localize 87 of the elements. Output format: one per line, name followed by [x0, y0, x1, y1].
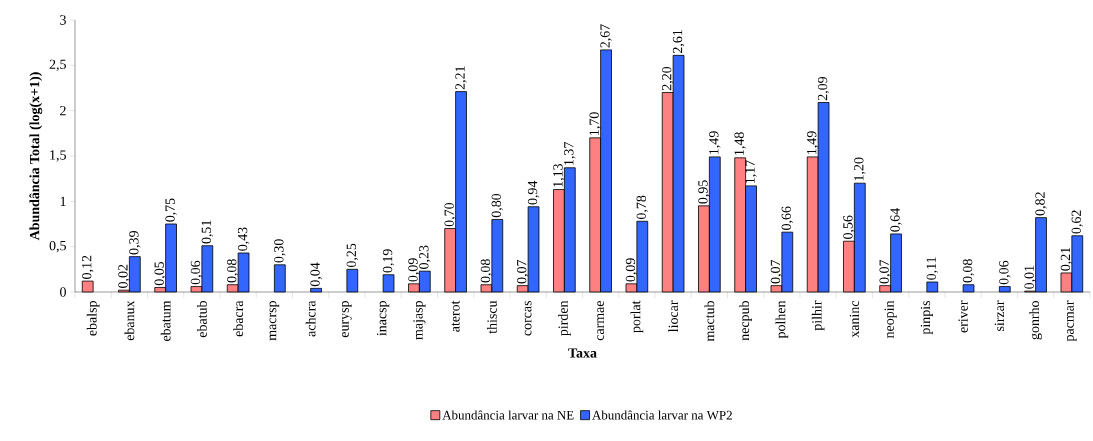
- data-label: 0,02: [118, 264, 130, 288]
- data-label: 0,08: [962, 259, 975, 283]
- data-label: 0,09: [408, 258, 420, 282]
- y-tick-label: 1: [60, 196, 66, 206]
- x-tick-label: inacsp: [377, 301, 390, 336]
- data-label: 0,94: [527, 180, 540, 205]
- x-tick-label: sirzar: [994, 300, 1005, 331]
- x-tick-label: ebalsp: [86, 301, 100, 336]
- x-tick-label: pirden: [558, 300, 571, 336]
- x-tick-label: thiscu: [486, 300, 497, 334]
- data-label: 0,07: [516, 259, 529, 284]
- x-tick-label: ebacra: [233, 300, 244, 337]
- x-tick-label: eurysp: [342, 301, 352, 338]
- data-label: 0,95: [698, 180, 710, 204]
- data-label: 0,05: [154, 261, 166, 286]
- legend-label: Abundância larvar na WP2: [592, 410, 732, 420]
- data-label: 1,37: [564, 142, 576, 165]
- y-tick-label: 1,5: [50, 150, 66, 162]
- x-tick-label: majasp: [413, 301, 426, 340]
- data-label: 0,39: [129, 231, 141, 255]
- data-label: 0,07: [770, 259, 783, 284]
- data-label: 0,66: [781, 206, 793, 230]
- data-label: 2,67: [600, 24, 612, 48]
- x-tick-label: pacmar: [1067, 300, 1077, 342]
- data-label: 1,20: [854, 157, 866, 181]
- data-label: 0,82: [1035, 192, 1047, 216]
- x-tick-label: pilhir: [811, 300, 825, 331]
- data-label: 0,21: [1060, 247, 1073, 271]
- x-tick-label: polhen: [775, 300, 789, 339]
- x-tick-label: mactub: [704, 301, 715, 342]
- x-axis-title: Taxa: [568, 348, 597, 358]
- data-label: 0,11: [926, 257, 938, 280]
- y-tick-label: 2: [60, 106, 66, 116]
- y-tick-label: 0,5: [49, 240, 66, 253]
- x-tick-label: porlat: [630, 300, 644, 333]
- x-tick-label: ebatub: [196, 301, 207, 338]
- x-tick-label: necpub: [739, 301, 752, 341]
- data-label: 1,13: [553, 163, 565, 187]
- data-label: 1,48: [734, 132, 746, 155]
- data-label: 0,04: [310, 262, 322, 287]
- data-label: 1,70: [589, 112, 601, 135]
- x-tick-label: ebatum: [160, 300, 171, 342]
- x-tick-label: neopin: [884, 300, 897, 339]
- data-label: 0,75: [165, 198, 177, 222]
- data-label: 0,01: [1024, 265, 1036, 289]
- data-label: 0,43: [237, 227, 250, 251]
- x-tick-label: pinpis: [920, 301, 933, 335]
- data-label: 0,62: [1071, 210, 1083, 234]
- x-tick-label: aterot: [451, 300, 460, 332]
- data-label: 0,09: [625, 258, 638, 282]
- x-tick-label: corcas: [524, 301, 532, 336]
- data-label: 0,51: [201, 220, 214, 244]
- data-label: 0,06: [999, 260, 1011, 285]
- x-tick-label: gonrho: [1029, 301, 1042, 340]
- x-tick-label: liocar: [668, 300, 679, 332]
- data-label: 1,49: [709, 131, 721, 154]
- x-tick-label: achcra: [305, 300, 316, 337]
- x-tick-label: macrsp: [269, 301, 280, 341]
- data-label: 0,64: [890, 208, 902, 232]
- y-axis-title: Abundância Total (log(x+1)): [29, 72, 43, 241]
- data-label: 2,09: [817, 76, 830, 101]
- data-label: 2,61: [672, 30, 685, 54]
- data-label: 0,23: [419, 245, 431, 269]
- data-label: 0,19: [382, 249, 395, 273]
- data-label: 0,08: [226, 259, 239, 283]
- data-label: 0,80: [491, 193, 504, 218]
- data-label: 0,08: [480, 259, 493, 283]
- data-label: 0,12: [81, 255, 94, 279]
- x-tick-label: carmae: [597, 300, 604, 341]
- data-label: 0,06: [190, 260, 203, 285]
- data-label: 2,21: [455, 66, 467, 90]
- y-tick-label: 2,5: [49, 59, 66, 71]
- data-label: 0,07: [879, 259, 891, 284]
- data-label: 0,30: [274, 239, 286, 263]
- x-tick-label: xaninc: [849, 300, 860, 338]
- legend-label: Abundância larvar na NE: [442, 410, 574, 420]
- x-tick-label: eriver: [958, 300, 968, 333]
- data-label: 0,70: [444, 202, 456, 227]
- data-label: 1,17: [745, 160, 757, 183]
- data-label: 0,56: [843, 215, 855, 239]
- y-tick-label: 0: [60, 287, 66, 297]
- x-tick-label: ebanux: [124, 300, 135, 341]
- data-label: 2,20: [661, 66, 674, 91]
- y-tick-label: 3: [60, 15, 66, 25]
- data-label: 0,78: [636, 195, 649, 220]
- data-label: 0,25: [346, 243, 359, 268]
- data-label: 1,49: [806, 131, 819, 154]
